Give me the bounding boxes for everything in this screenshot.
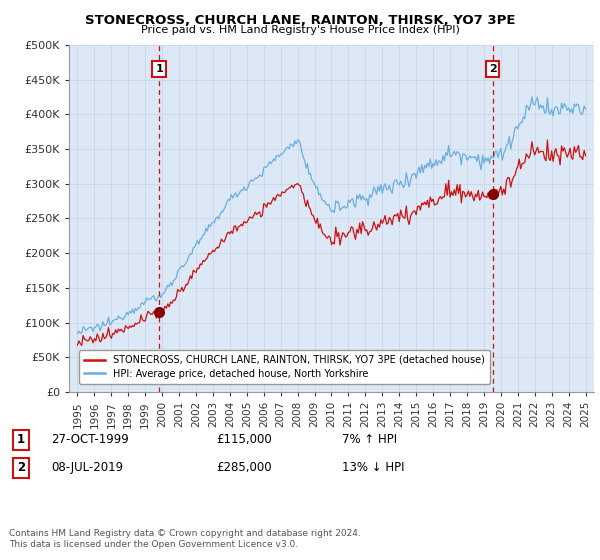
Text: 1: 1	[155, 64, 163, 74]
Text: 2: 2	[17, 461, 25, 474]
Text: 13% ↓ HPI: 13% ↓ HPI	[342, 461, 404, 474]
Text: £285,000: £285,000	[216, 461, 272, 474]
Text: 7% ↑ HPI: 7% ↑ HPI	[342, 433, 397, 446]
Text: 27-OCT-1999: 27-OCT-1999	[51, 433, 129, 446]
Text: 1: 1	[17, 433, 25, 446]
Text: £115,000: £115,000	[216, 433, 272, 446]
Text: STONECROSS, CHURCH LANE, RAINTON, THIRSK, YO7 3PE: STONECROSS, CHURCH LANE, RAINTON, THIRSK…	[85, 14, 515, 27]
Text: Contains HM Land Registry data © Crown copyright and database right 2024.
This d: Contains HM Land Registry data © Crown c…	[9, 529, 361, 549]
Text: 08-JUL-2019: 08-JUL-2019	[51, 461, 123, 474]
Legend: STONECROSS, CHURCH LANE, RAINTON, THIRSK, YO7 3PE (detached house), HPI: Average: STONECROSS, CHURCH LANE, RAINTON, THIRSK…	[79, 350, 490, 384]
Text: 2: 2	[489, 64, 497, 74]
Text: Price paid vs. HM Land Registry's House Price Index (HPI): Price paid vs. HM Land Registry's House …	[140, 25, 460, 35]
